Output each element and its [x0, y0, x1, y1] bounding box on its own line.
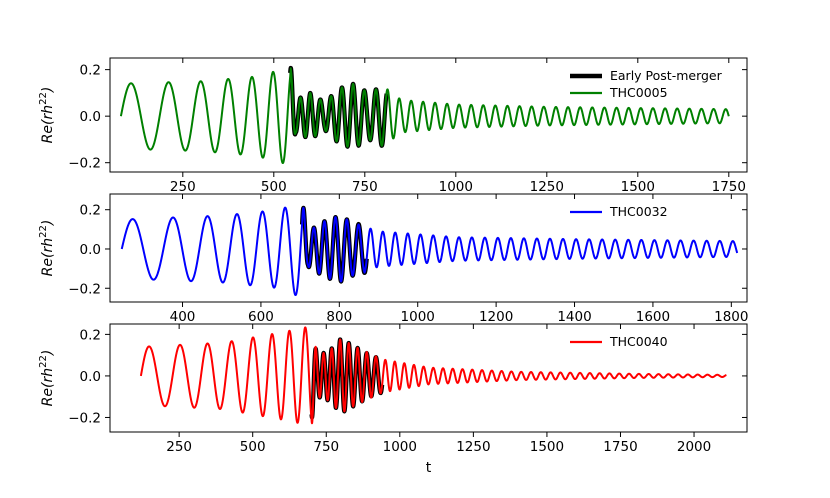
y-tick-label: 0.0 [80, 242, 101, 258]
x-tick-label: 600 [248, 309, 274, 325]
series-line-early-post-merger-core [310, 338, 383, 419]
legend-label: THC0032 [609, 204, 668, 219]
panel-middle: 400 600 800 1000 1200 1400 1600 1800 −0.2 0.0 0.2 R… [38, 193, 748, 325]
y-tick-label: −0.2 [68, 156, 101, 172]
y-axis-label: Re(rh22) [38, 87, 56, 144]
y-tick-label: −0.2 [68, 281, 101, 297]
plot-frame [109, 323, 748, 433]
series-line-early-post-merger-core [289, 67, 388, 148]
x-tick-label: 250 [170, 179, 196, 195]
y-axis-label: Re(rh22) [38, 220, 56, 277]
x-tick-label: 2000 [677, 439, 711, 455]
x-tick-label: 1800 [714, 309, 748, 325]
x-tick-label: 500 [261, 179, 287, 195]
x-tick-label: 500 [240, 439, 266, 455]
y-tick-label: 0.2 [80, 63, 101, 79]
panel-bottom: 250 500 750 1000 1250 1500 1750 2000 −0.2 0.0 0.2 R… [38, 323, 748, 476]
y-axis-label: Re(rh22) [38, 350, 56, 407]
x-tick-label: 750 [352, 179, 378, 195]
x-tick-label: 1500 [530, 439, 564, 455]
x-tick-label: 400 [170, 309, 196, 325]
panel-top: 250 500 750 1000 1250 1500 1750 −0.2 0.0 0.2 Re(rh… [38, 57, 748, 195]
legend-label: THC0005 [609, 85, 668, 100]
y-tick-label: 0.2 [80, 327, 101, 343]
plot-frame [109, 57, 748, 173]
x-tick-label: 1750 [712, 179, 746, 195]
y-tick-label: 0.0 [80, 369, 101, 385]
x-tick-label: 800 [326, 309, 352, 325]
x-tick-label: 1250 [530, 179, 564, 195]
series-line-thc0032 [120, 206, 739, 297]
x-tick-label: 1000 [439, 179, 473, 195]
x-axis-label: t [426, 460, 432, 476]
series-line-thc0040 [139, 326, 728, 425]
x-tick-label: 1000 [383, 439, 417, 455]
chart-panels: 250 500 750 1000 1250 1500 1750 −0.2 0.0 0.2 Re(rh… [38, 57, 748, 476]
x-tick-label: 1500 [621, 179, 655, 195]
x-tick-label: 1400 [557, 309, 591, 325]
y-tick-label: 0.2 [80, 203, 101, 219]
legend-label: THC0040 [609, 334, 668, 349]
series-line-early-post-merger-core [301, 207, 368, 283]
x-tick-label: 1200 [479, 309, 513, 325]
x-tick-label: 1750 [603, 439, 637, 455]
y-tick-label: 0.0 [80, 109, 101, 125]
x-tick-label: 1250 [456, 439, 490, 455]
plot-frame [109, 193, 748, 303]
x-tick-label: 750 [313, 439, 339, 455]
x-tick-label: 1600 [636, 309, 670, 325]
y-tick-label: −0.2 [68, 410, 101, 426]
x-tick-label: 1000 [401, 309, 435, 325]
legend-label: Early Post-merger [610, 68, 723, 83]
x-tick-label: 250 [166, 439, 192, 455]
series-line-thc0005 [119, 70, 730, 165]
